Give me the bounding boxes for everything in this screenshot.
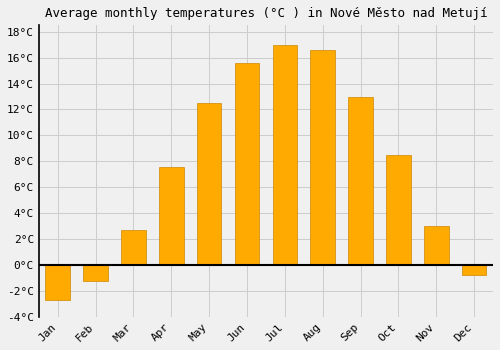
Bar — [159, 167, 184, 265]
Bar — [84, 265, 108, 281]
Bar — [386, 155, 410, 265]
Bar — [197, 103, 222, 265]
Bar — [348, 97, 373, 265]
Bar — [310, 50, 335, 265]
Bar — [272, 45, 297, 265]
Bar — [46, 265, 70, 300]
Bar — [121, 230, 146, 265]
Bar — [234, 63, 260, 265]
Bar — [424, 226, 448, 265]
Bar — [462, 265, 486, 275]
Title: Average monthly temperatures (°C ) in Nové Město nad Metují: Average monthly temperatures (°C ) in No… — [44, 7, 487, 20]
